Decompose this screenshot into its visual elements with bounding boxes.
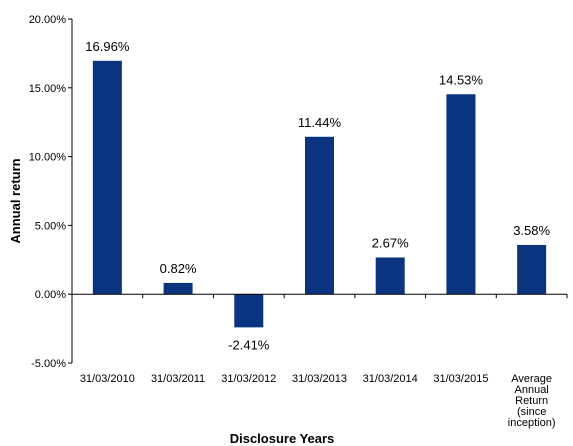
- x-axis: [71, 293, 568, 299]
- bar: [305, 136, 334, 295]
- data-label: 14.53%: [439, 72, 484, 87]
- y-axis: -5.00% 0.00% 5.00% 10.00% 15.00% 20.00%: [29, 14, 73, 370]
- x-axis-title: Disclosure Years: [230, 431, 335, 446]
- x-tick-label: 31/03/2011: [151, 373, 205, 385]
- y-axis-title: Annual return: [8, 158, 23, 243]
- x-tick-label: 31/03/2013: [292, 373, 347, 385]
- category-labels: 31/03/2010 31/03/2011 31/03/2012 31/03/2013…: [80, 373, 556, 429]
- bar: [375, 257, 405, 295]
- data-label: 11.44%: [298, 115, 342, 130]
- x-tick-label: 31/03/2014: [363, 373, 418, 385]
- bar: [446, 94, 476, 295]
- x-tick-label: 31/03/2015: [433, 373, 488, 385]
- data-labels: 16.96% 0.82% -2.41% 11.44% 2.67% 14.53% 3.58%: [85, 39, 550, 353]
- bar: [163, 282, 193, 295]
- bar: [92, 60, 122, 295]
- bar: [234, 294, 264, 328]
- data-label: 0.82%: [160, 261, 197, 276]
- y-tick-label: 15.00%: [29, 83, 67, 95]
- y-tick-label: 20.00%: [29, 14, 67, 26]
- data-label: 16.96%: [85, 39, 130, 54]
- data-label: 2.67%: [372, 235, 409, 250]
- y-tick-label: 0.00%: [35, 289, 66, 301]
- x-tick-label: Average Annual Return (since inception): [508, 373, 556, 429]
- bar: [517, 244, 547, 295]
- y-tick-label: -5.00%: [31, 358, 66, 370]
- data-label: -2.41%: [228, 337, 270, 352]
- x-tick-label: 31/03/2012: [221, 373, 276, 385]
- x-tick-label: 31/03/2010: [80, 373, 135, 385]
- y-tick-label: 5.00%: [35, 220, 66, 232]
- y-tick-label: 10.00%: [29, 152, 67, 164]
- data-label: 3.58%: [513, 223, 550, 238]
- bars: [92, 60, 547, 328]
